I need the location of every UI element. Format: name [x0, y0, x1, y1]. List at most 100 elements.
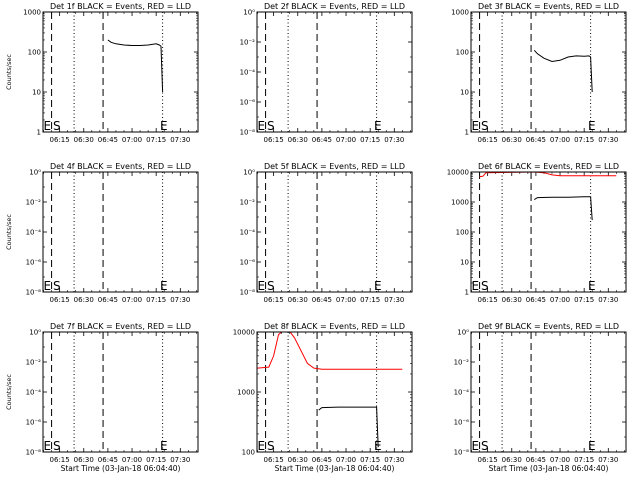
chart-panel-2: Det 2f BLACK = Events, RED = LLD 10⁰ 10⁻² 1… — [240, 2, 413, 144]
y-tick-label: 1000 — [23, 9, 41, 17]
y-minor-ticks — [257, 186, 412, 278]
chart-panel-9: Det 9f BLACK = Events, RED = LLD 10⁰ 10⁻² 1… — [454, 322, 627, 473]
x-tick-label: 06:30 — [288, 296, 308, 304]
x-tick-label: 06:30 — [74, 296, 94, 304]
event-marker-label: E — [588, 439, 596, 453]
series-line-events — [107, 39, 164, 93]
x-tick-label: 07:30 — [384, 456, 404, 464]
x-tick-label: 07:15 — [146, 456, 166, 464]
x-tick-label: 07:15 — [574, 296, 594, 304]
chart-panel-7: Det 7f BLACK = Events, RED = LLD 10⁰ 10⁻² 1… — [5, 322, 199, 473]
x-axis-label: Start Time (03-Jan-18 06:04:40) — [61, 464, 181, 473]
y-tick-label: 10⁻² — [26, 199, 42, 207]
x-tick-label: 07:15 — [360, 296, 380, 304]
y-tick-label: 100 — [456, 49, 469, 57]
y-minor-ticks — [43, 13, 198, 121]
y-tick-label: 10⁻⁸ — [26, 449, 42, 457]
event-marker-label: E — [44, 439, 52, 453]
y-tick-label: 100 — [242, 449, 255, 457]
event-marker-label: S — [267, 279, 275, 293]
event-marker-label: E — [374, 279, 382, 293]
y-tick-label: 10⁻⁸ — [454, 449, 470, 457]
x-tick-label: 07:15 — [574, 456, 594, 464]
x-tick-label: 07:30 — [384, 136, 404, 144]
x-axis-label: Start Time (03-Jan-18 06:04:40) — [489, 464, 609, 473]
y-axis-label: Counts/sec — [5, 54, 13, 90]
chart-panel-3: Det 3f BLACK = Events, RED = LLD 1 10 100 10… — [451, 2, 627, 144]
x-tick-label: 07:30 — [598, 456, 618, 464]
x-tick-label: 06:45 — [98, 296, 118, 304]
x-axis-label: Start Time (03-Jan-18 06:04:40) — [275, 464, 395, 473]
plot-frame — [42, 331, 199, 453]
x-tick-label: 06:15 — [50, 456, 70, 464]
chart-title: Det 5f BLACK = Events, RED = LLD — [264, 162, 405, 171]
chart-panel-1: Det 1f BLACK = Events, RED = LLD 1 10 100 10… — [5, 2, 199, 144]
x-tick-label: 06:45 — [312, 296, 332, 304]
y-tick-label: 100 — [456, 229, 469, 237]
x-tick-label: 06:30 — [288, 136, 308, 144]
chart-title: Det 3f BLACK = Events, RED = LLD — [478, 2, 619, 11]
x-tick-label: 06:15 — [264, 296, 284, 304]
y-tick-label: 10⁻⁴ — [26, 389, 42, 397]
x-tick-label: 07:00 — [550, 296, 570, 304]
y-tick-label: 10⁻⁸ — [26, 289, 42, 297]
y-tick-label: 1000 — [451, 199, 469, 207]
y-tick-label: 10⁰ — [29, 169, 41, 177]
plot-frame — [470, 11, 627, 133]
x-tick-label: 06:45 — [312, 136, 332, 144]
x-tick-label: 06:45 — [312, 456, 332, 464]
series-line-lld — [479, 172, 617, 178]
y-tick-label: 10⁻² — [26, 359, 42, 367]
y-minor-ticks — [43, 346, 198, 438]
plot-frame — [42, 11, 199, 133]
chart-title: Det 2f BLACK = Events, RED = LLD — [264, 2, 405, 11]
x-tick-label: 06:15 — [50, 296, 70, 304]
plot-frame — [470, 171, 627, 293]
x-tick-label: 07:30 — [170, 296, 190, 304]
y-tick-label: 10⁻⁶ — [26, 419, 42, 427]
y-tick-label: 10⁻⁶ — [240, 99, 256, 107]
y-tick-label: 10000 — [447, 169, 469, 177]
event-marker-label: E — [44, 119, 52, 133]
x-tick-label: 06:15 — [478, 456, 498, 464]
y-tick-label: 10⁻² — [454, 359, 470, 367]
x-tick-label: 07:30 — [598, 296, 618, 304]
event-marker-label: S — [267, 439, 275, 453]
x-tick-label: 06:30 — [288, 456, 308, 464]
x-tick-label: 06:30 — [502, 456, 522, 464]
event-marker-label: S — [481, 119, 489, 133]
y-minor-ticks — [471, 13, 626, 121]
event-marker-label: E — [588, 119, 596, 133]
x-tick-label: 07:00 — [336, 136, 356, 144]
event-marker-label: E — [258, 119, 266, 133]
x-tick-label: 06:45 — [526, 296, 546, 304]
y-tick-label: 10⁻⁶ — [26, 259, 42, 267]
x-tick-label: 07:00 — [122, 456, 142, 464]
y-tick-label: 1000 — [451, 9, 469, 17]
x-tick-label: 06:15 — [264, 456, 284, 464]
y-tick-label: 1 — [37, 129, 41, 137]
y-axis-label: Counts/sec — [5, 214, 13, 250]
x-tick-label: 07:15 — [146, 136, 166, 144]
event-marker-label: E — [160, 279, 168, 293]
y-tick-label: 10⁻² — [240, 39, 256, 47]
x-tick-label: 07:30 — [170, 136, 190, 144]
x-tick-label: 07:30 — [384, 296, 404, 304]
x-tick-label: 06:15 — [264, 136, 284, 144]
y-tick-label: 1 — [465, 129, 469, 137]
y-tick-label: 10⁻⁴ — [240, 69, 256, 77]
plot-frame — [256, 11, 413, 133]
y-tick-label: 10⁻² — [240, 199, 256, 207]
y-tick-label: 100 — [28, 49, 41, 57]
x-tick-label: 06:30 — [502, 296, 522, 304]
event-marker-label: S — [481, 279, 489, 293]
y-tick-label: 10⁻⁶ — [240, 259, 256, 267]
x-tick-label: 07:00 — [122, 136, 142, 144]
y-tick-label: 10⁰ — [29, 329, 41, 337]
y-tick-label: 10⁻⁶ — [454, 419, 470, 427]
y-tick-label: 1000 — [237, 389, 255, 397]
event-marker-label: S — [267, 119, 275, 133]
y-minor-ticks — [43, 186, 198, 278]
y-tick-label: 10⁻⁸ — [240, 129, 256, 137]
